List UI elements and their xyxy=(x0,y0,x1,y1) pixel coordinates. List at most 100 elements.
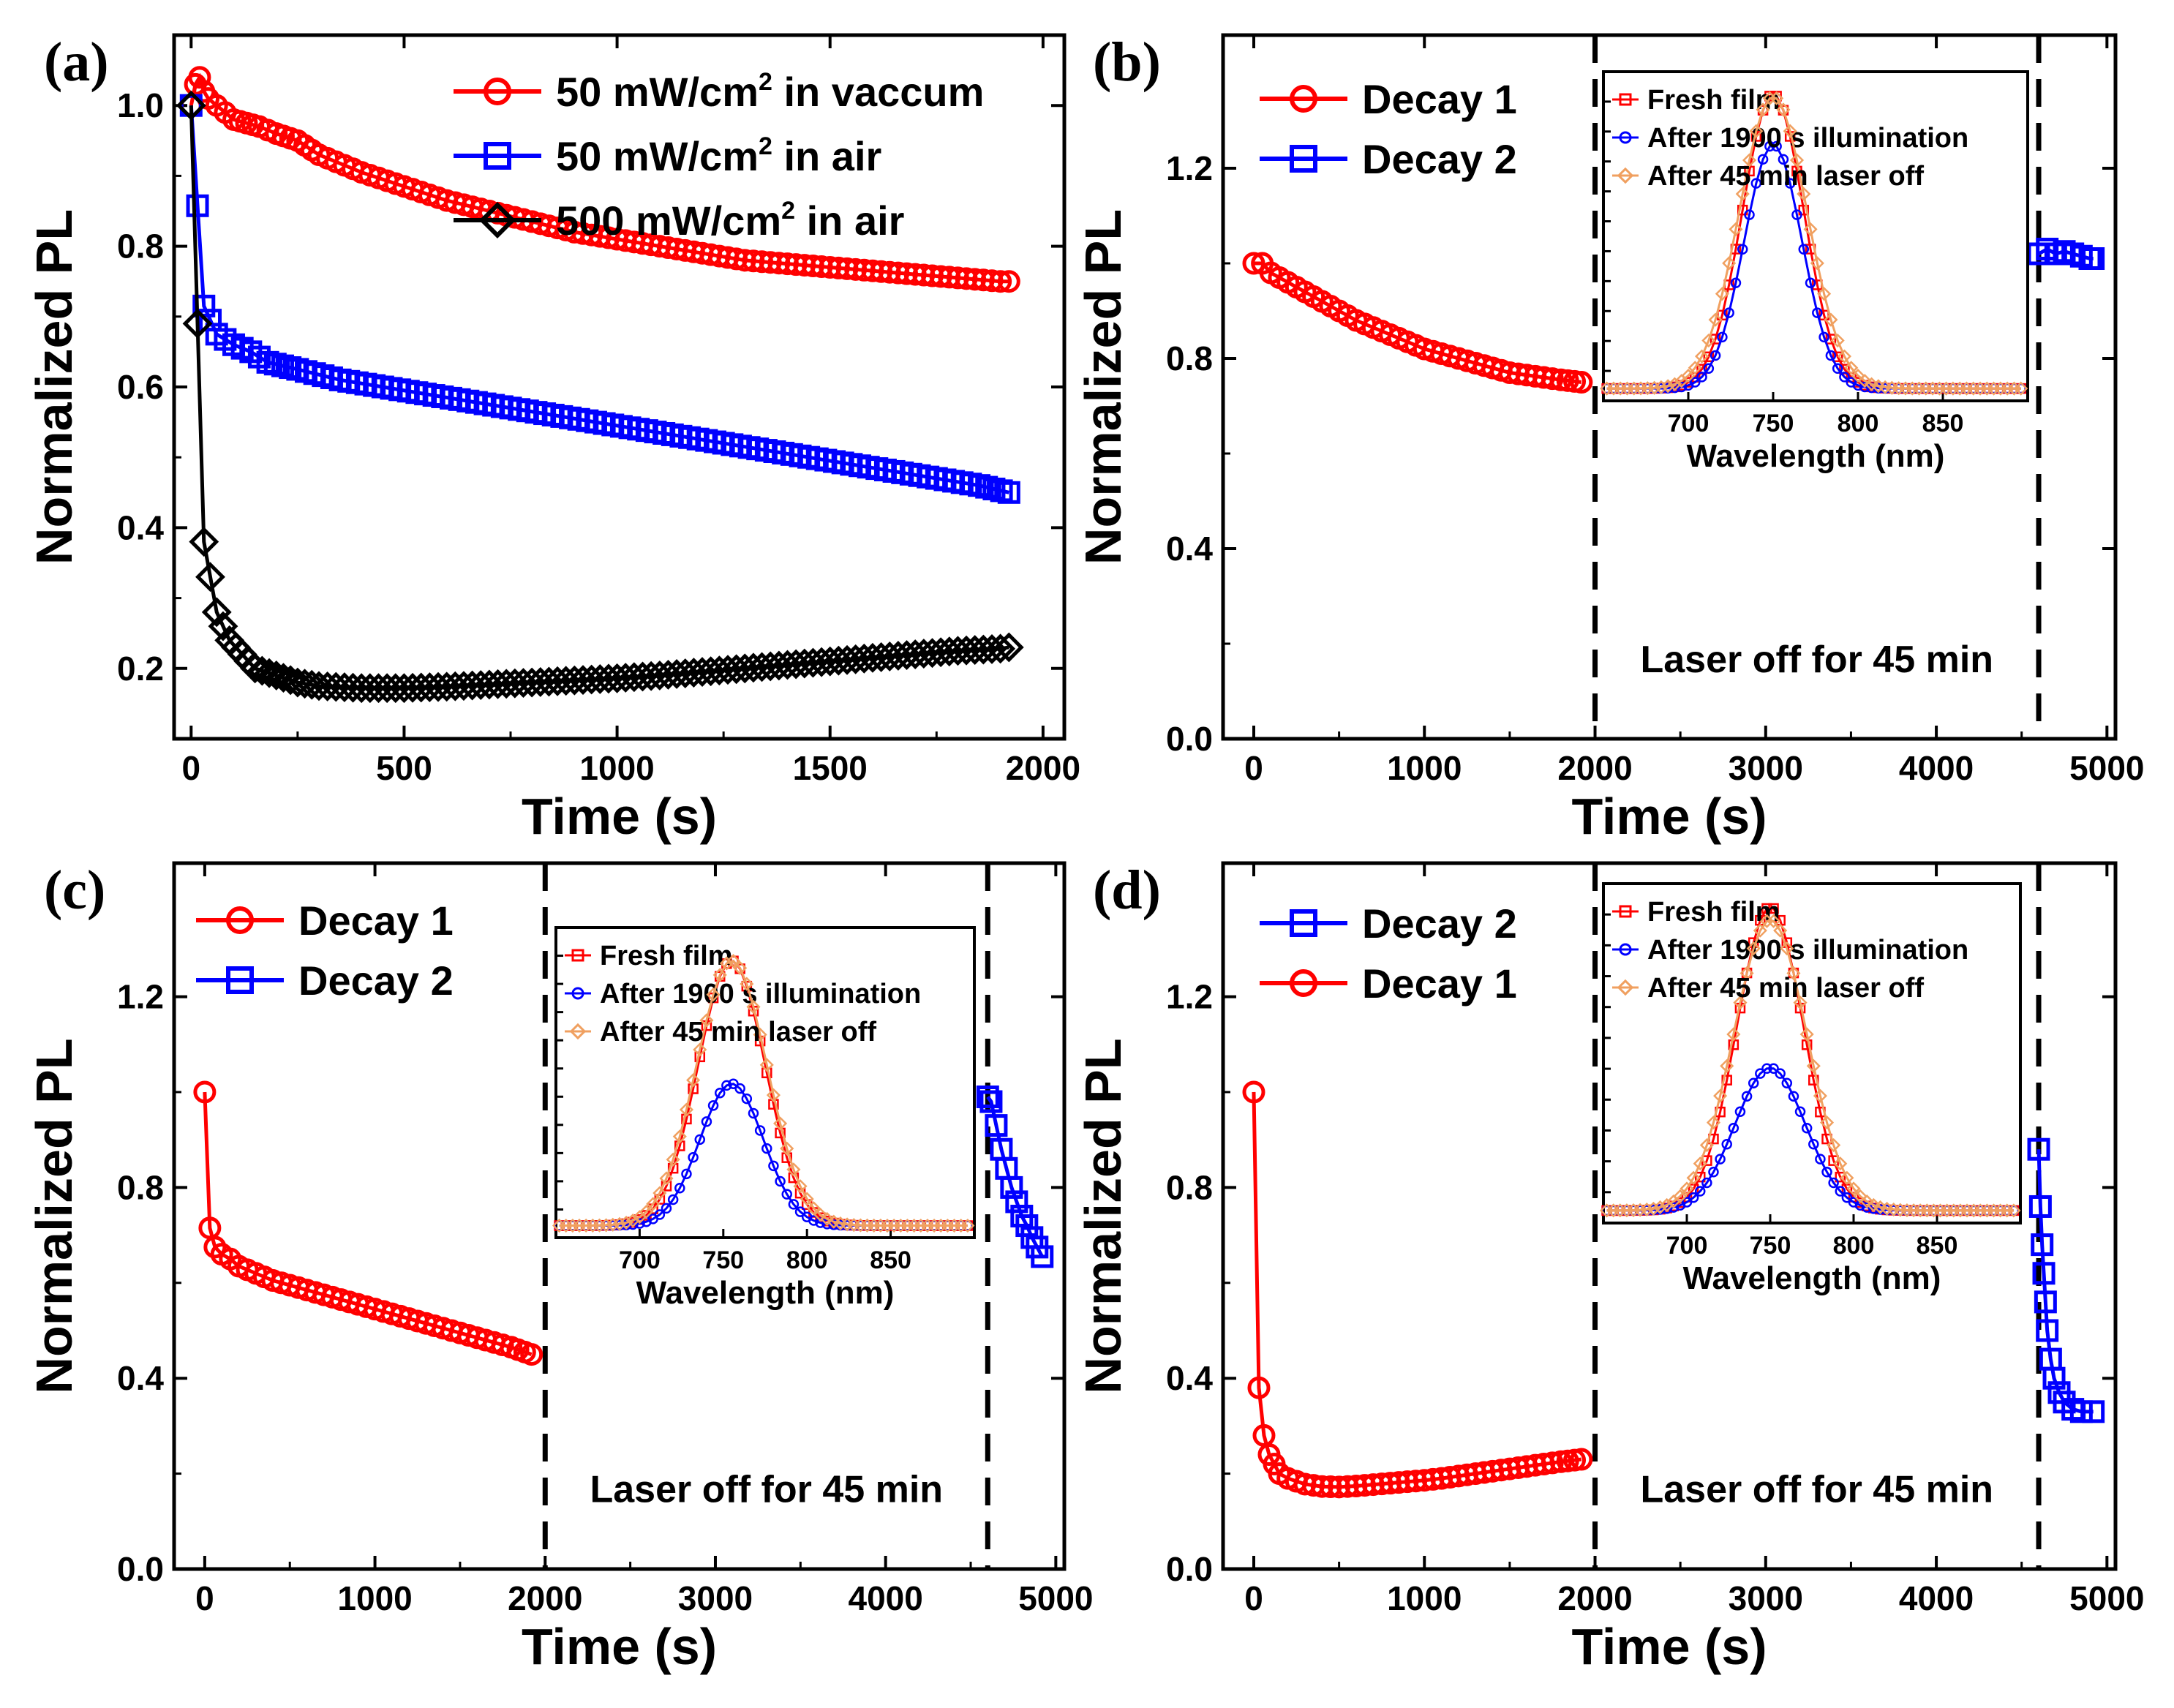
inset-data-point xyxy=(1812,307,1823,318)
inset-data-point xyxy=(1701,333,1716,348)
x-tick-label: 5000 xyxy=(2069,749,2144,787)
inset-legend-marker xyxy=(571,987,584,1000)
inset-data-point xyxy=(688,1152,699,1163)
data-point xyxy=(759,251,782,274)
inset-data-point xyxy=(1835,1171,1846,1183)
inset-data-point xyxy=(719,956,734,971)
inset-series: After 45 min laser off xyxy=(1599,914,2021,1218)
inset-series: After 1900 s illumination xyxy=(554,979,974,1231)
inset-data-point xyxy=(1839,364,1850,375)
inset-data-point xyxy=(1825,350,1837,361)
inset-data-point xyxy=(768,1160,779,1172)
inset-data-point xyxy=(1749,124,1764,138)
legend-entry: Decay 2 xyxy=(196,958,454,1004)
legend-marker xyxy=(1290,969,1317,997)
data-point xyxy=(186,194,209,217)
series-line xyxy=(1252,1091,1582,1489)
inset-data-point xyxy=(1723,307,1734,318)
data-point xyxy=(2034,1290,2057,1314)
inset-data-point xyxy=(828,1219,840,1230)
legend-label: Decay 1 xyxy=(1362,76,1517,122)
inset-x-tick-label: 750 xyxy=(1750,1232,1791,1260)
inset-data-point xyxy=(1844,361,1859,375)
inset-data-point xyxy=(1866,1197,1881,1212)
inset-data-point xyxy=(1851,369,1865,383)
inset-data-point xyxy=(1721,1139,1732,1150)
inset-data-point xyxy=(1827,1137,1841,1153)
x-tick-label: 2000 xyxy=(1006,749,1080,787)
inset-series: After 45 min laser off xyxy=(552,954,975,1233)
legend-marker xyxy=(478,201,516,239)
data-point xyxy=(1328,1475,1351,1499)
data-point xyxy=(878,260,901,284)
series-50-mw-cm-in-air xyxy=(179,94,1020,504)
data-point xyxy=(203,1235,227,1259)
data-point xyxy=(1344,1475,1368,1498)
inset-data-point xyxy=(1859,1195,1874,1209)
inset-legend-marker xyxy=(1619,943,1632,956)
inset-data-point xyxy=(1837,349,1852,364)
data-point xyxy=(193,1080,217,1104)
x-tick-label: 1000 xyxy=(337,1579,412,1617)
data-point xyxy=(835,257,859,280)
data-point xyxy=(819,255,842,279)
inset-data-point xyxy=(1746,941,1761,956)
inset-data-point xyxy=(654,1209,666,1220)
inset-data-point xyxy=(1801,1122,1813,1134)
x-axis-title: Time (s) xyxy=(1571,1618,1767,1675)
inset-data-point xyxy=(1825,334,1837,345)
inset-data-point xyxy=(1715,1154,1726,1165)
inset-data-point xyxy=(806,1201,821,1216)
data-point xyxy=(2032,1262,2055,1285)
inset-data-point xyxy=(1797,187,1811,201)
legend-label: Decay 2 xyxy=(1362,900,1517,947)
inset-data-point xyxy=(793,1179,808,1194)
inset-legend-marker xyxy=(571,949,584,962)
inset-data-point xyxy=(1686,1170,1701,1185)
data-point xyxy=(733,249,756,272)
inset-data-point xyxy=(1737,244,1748,255)
y-tick-label: 0.8 xyxy=(117,1168,164,1206)
inset-data-point xyxy=(1667,377,1682,391)
plot-frame xyxy=(1221,33,2118,741)
legend-entry: 50 mW/cm2 in vaccum xyxy=(454,68,984,115)
data-point xyxy=(1336,1475,1359,1498)
legend-entry: Decay 2 xyxy=(1260,900,1517,947)
inset-data-point xyxy=(1803,222,1818,236)
inset-data-point xyxy=(1726,1027,1741,1042)
inset-data-point xyxy=(1784,178,1796,189)
plot-frame xyxy=(172,861,1067,1571)
x-tick-label: 0 xyxy=(1244,749,1263,787)
inset-data-point xyxy=(759,1058,774,1072)
data-point xyxy=(1570,1448,1593,1471)
inset-data-point xyxy=(1741,1091,1753,1102)
inset-data-point xyxy=(1791,209,1802,220)
data-point xyxy=(980,269,1004,293)
inset-data-point xyxy=(1805,277,1816,289)
annotation-text: Laser off for 45 min xyxy=(590,1469,944,1511)
legend-marker xyxy=(484,142,511,170)
inset-data-point xyxy=(1846,1181,1861,1196)
x-axis-title: Time (s) xyxy=(522,788,717,845)
panel-a: 0 500 1000 1500 2000 0.2 0.4 0.6 0.8 1.0 Time (s) N… xyxy=(26,31,1080,845)
inset-data-point xyxy=(1673,1189,1688,1203)
data-point xyxy=(971,268,995,292)
inset-legend-label: After 45 min laser off xyxy=(1647,973,1924,1004)
inset-legend-marker xyxy=(1617,167,1634,184)
inset-data-point xyxy=(1786,966,1801,981)
series-decay-2 xyxy=(976,1085,1054,1268)
legend-label: 50 mW/cm2 in vaccum xyxy=(556,68,984,115)
inset-data-point xyxy=(1810,256,1824,271)
data-point xyxy=(1319,1475,1342,1499)
panel-label: (a) xyxy=(44,31,109,93)
inset-data-point xyxy=(754,1125,766,1136)
data-point xyxy=(2042,1366,2066,1390)
inset-data-point xyxy=(1806,1058,1821,1073)
inset-data-point xyxy=(1755,1068,1766,1079)
data-point xyxy=(2069,1400,2093,1423)
inset-series: After 45 min laser off xyxy=(1600,91,2028,396)
inset-data-point xyxy=(1646,1201,1660,1216)
inset-data-point xyxy=(1715,287,1729,301)
inset-data-point xyxy=(1769,91,1784,105)
x-tick-label: 1500 xyxy=(793,749,868,787)
